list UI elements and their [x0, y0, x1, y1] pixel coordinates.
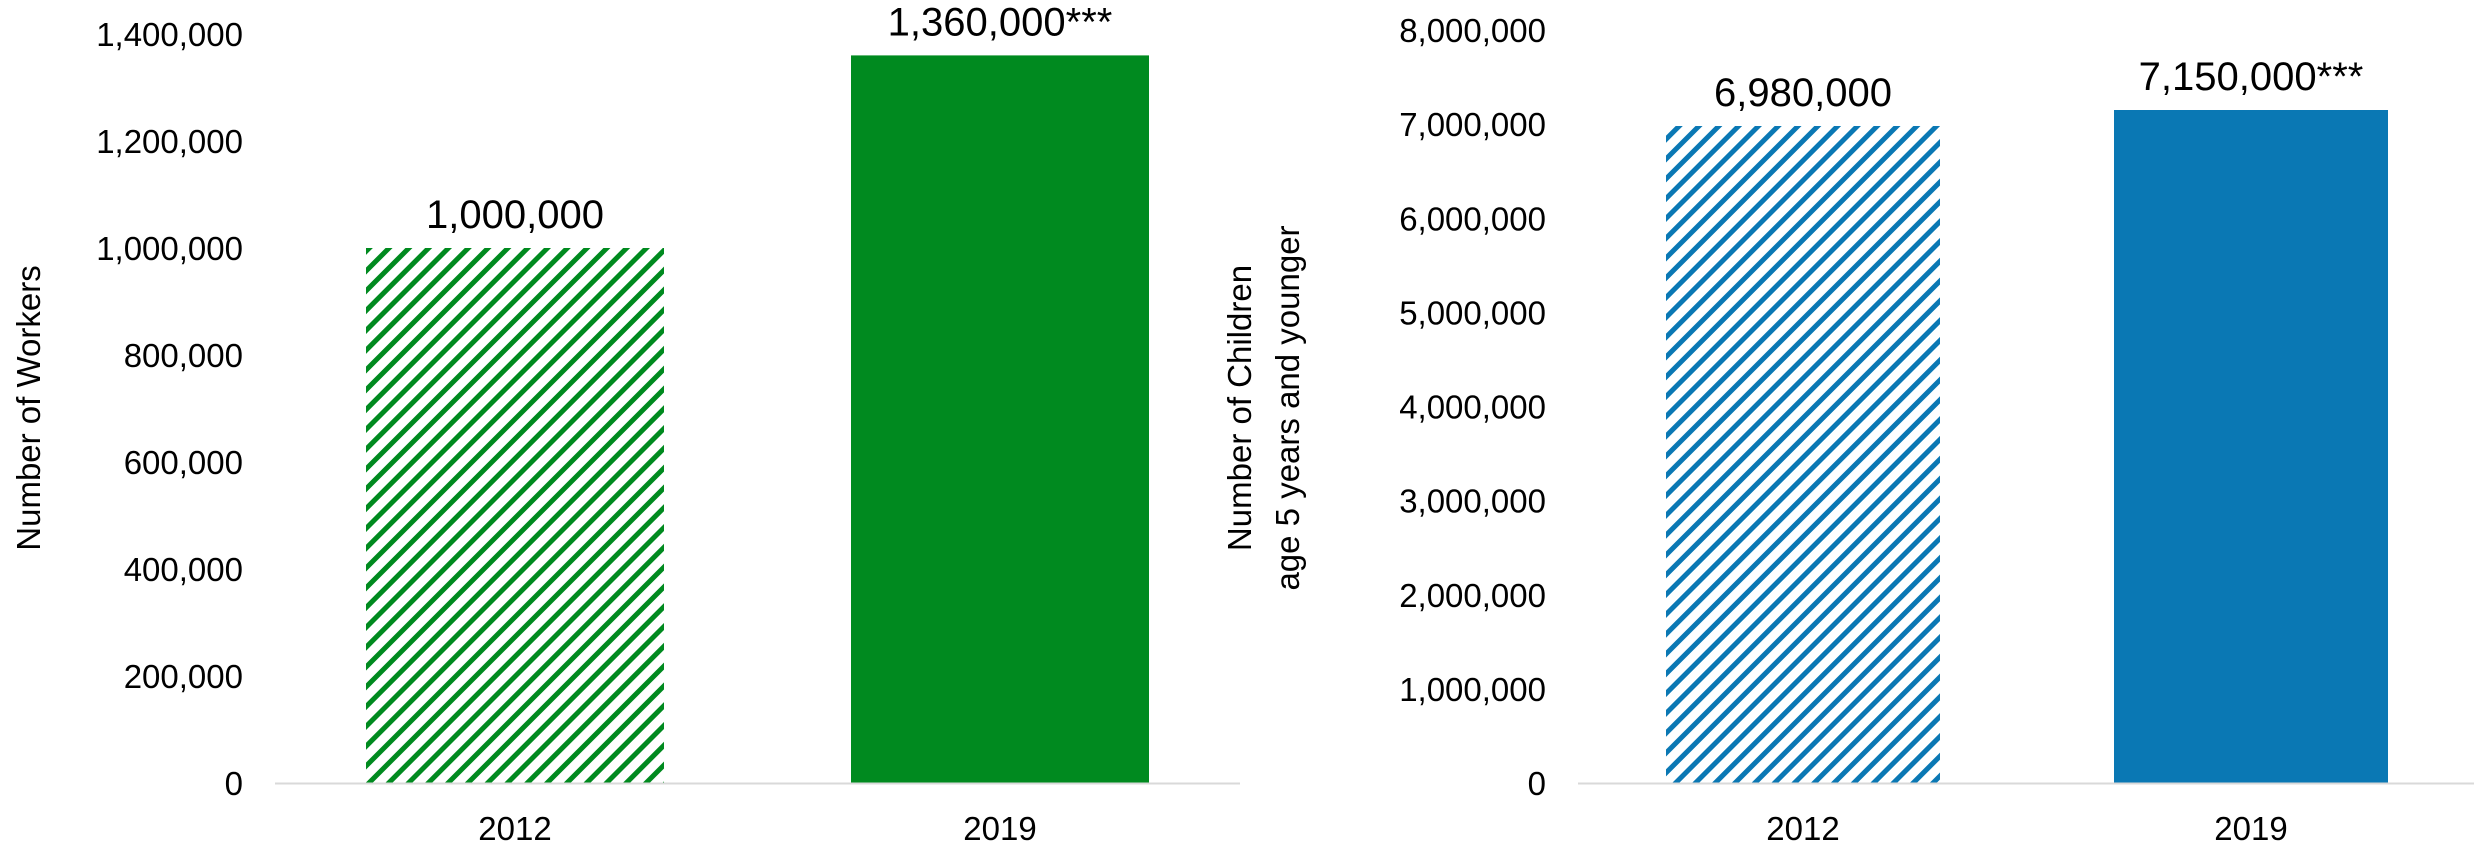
data-label: 7,150,000***	[2139, 55, 2364, 99]
bar-2019	[851, 55, 1149, 783]
y-axis-title: Number of Workers	[10, 265, 47, 550]
y-tick-label: 7,000,000	[1399, 106, 1546, 143]
y-tick-label: 1,400,000	[96, 16, 243, 53]
y-tick-label: 5,000,000	[1399, 294, 1546, 331]
bar-2012	[366, 248, 664, 783]
x-tick-label: 2012	[478, 810, 551, 845]
y-tick-label: 1,200,000	[96, 123, 243, 160]
data-label: 1,000,000	[426, 193, 604, 237]
data-label: 6,980,000	[1714, 71, 1892, 115]
x-tick-label: 2019	[963, 810, 1036, 845]
y-tick-label: 1,000,000	[1399, 671, 1546, 708]
y-tick-label: 2,000,000	[1399, 577, 1546, 614]
y-axis-title-line: Number of Children	[1221, 265, 1258, 551]
x-tick-label: 2019	[2214, 810, 2287, 845]
y-tick-label: 800,000	[124, 337, 243, 374]
y-tick-label: 600,000	[124, 444, 243, 481]
y-tick-label: 400,000	[124, 551, 243, 588]
data-label: 1,360,000***	[888, 0, 1113, 44]
y-tick-label: 4,000,000	[1399, 389, 1546, 426]
y-axis-title-line: Number of Workers	[10, 265, 47, 550]
y-tick-label: 3,000,000	[1399, 483, 1546, 520]
y-tick-label: 200,000	[124, 658, 243, 695]
y-tick-label: 0	[1528, 765, 1546, 802]
x-tick-label: 2012	[1766, 810, 1839, 845]
y-axis-title-line: age 5 years and younger	[1269, 225, 1306, 590]
y-tick-label: 8,000,000	[1399, 12, 1546, 49]
y-axis-title: Number of Children age 5 years and younge…	[1221, 225, 1306, 590]
y-tick-label: 1,000,000	[96, 230, 243, 267]
chart-2: 0 1,000,000 2,000,000 3,000,000 4,000,000 5,0…	[1221, 12, 2474, 845]
y-tick-label: 0	[225, 765, 243, 802]
y-tick-label: 6,000,000	[1399, 200, 1546, 237]
bar-2019	[2114, 110, 2388, 784]
bar-2012	[1666, 126, 1940, 783]
chart-1: 0 200,000 400,000 600,000 800,000 1,000,000 1,…	[10, 0, 1240, 845]
